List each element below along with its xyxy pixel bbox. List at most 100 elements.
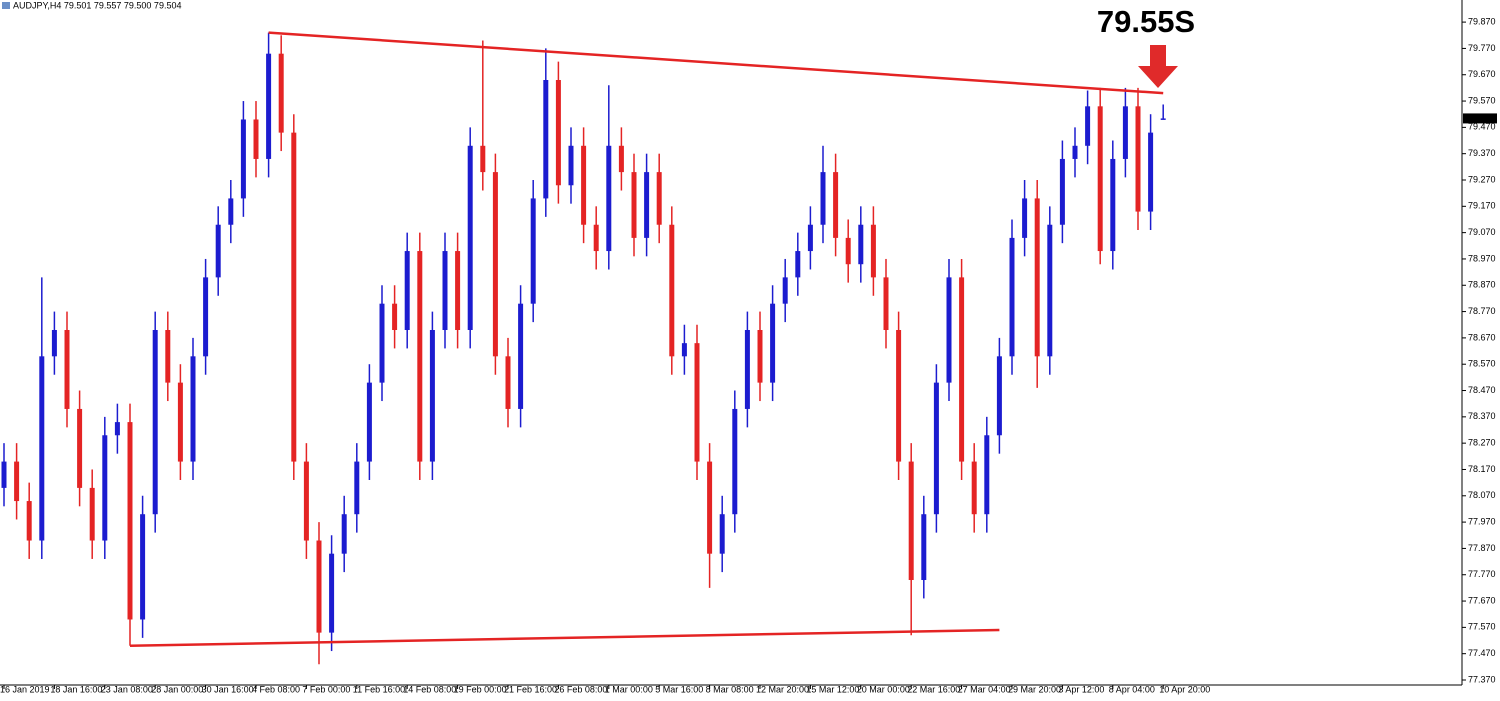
- candle-body: [959, 277, 965, 462]
- candle-body: [1059, 158, 1065, 225]
- candle-body: [190, 356, 196, 462]
- candle-body: [366, 382, 372, 462]
- candle-body: [933, 382, 939, 515]
- candle-body: [1009, 237, 1015, 357]
- candle-body: [51, 330, 57, 357]
- candle-body: [681, 343, 687, 357]
- candle-body: [417, 251, 423, 462]
- candle-body: [1, 461, 7, 488]
- x-tick-label: 21 Feb 16:00: [504, 684, 557, 694]
- candle-body: [455, 251, 461, 330]
- candle-body: [341, 514, 347, 554]
- candle-body: [996, 356, 1002, 436]
- candle-body: [883, 277, 889, 330]
- x-tick-label: 15 Mar 12:00: [806, 684, 859, 694]
- candle-body: [732, 408, 738, 515]
- candle-body: [253, 119, 259, 159]
- y-tick-label: 79.670: [1468, 69, 1496, 79]
- candle-body: [782, 277, 788, 304]
- candle-body: [593, 224, 599, 252]
- y-tick-label: 79.870: [1468, 16, 1496, 26]
- candle-body: [1085, 106, 1091, 146]
- candle-body: [543, 80, 549, 199]
- candle-body: [240, 119, 246, 199]
- y-tick-label: 77.570: [1468, 622, 1496, 632]
- y-tick-label: 77.970: [1468, 516, 1496, 526]
- y-tick-label: 79.570: [1468, 95, 1496, 105]
- candle-body: [404, 251, 410, 330]
- candle-body: [203, 277, 209, 357]
- candle-body: [102, 435, 108, 541]
- candle-body: [392, 303, 398, 330]
- candle-body: [379, 303, 385, 383]
- candle-body: [833, 172, 839, 238]
- x-tick-label: 7 Feb 00:00: [302, 684, 350, 694]
- y-tick-label: 78.170: [1468, 464, 1496, 474]
- candle-body: [744, 330, 750, 409]
- x-tick-label: 30 Jan 16:00: [202, 684, 254, 694]
- y-tick-label: 77.670: [1468, 595, 1496, 605]
- candle-body: [1122, 106, 1128, 159]
- y-tick-label: 78.070: [1468, 490, 1496, 500]
- candle-body: [165, 330, 171, 383]
- candle-body: [1135, 106, 1141, 212]
- x-tick-label: 8 Mar 08:00: [706, 684, 754, 694]
- y-tick-label: 79.270: [1468, 174, 1496, 184]
- x-tick-label: 22 Mar 16:00: [907, 684, 960, 694]
- arrow: [1138, 45, 1178, 88]
- candle-body: [291, 132, 297, 462]
- candle-body: [644, 172, 650, 238]
- candle-body: [870, 224, 876, 278]
- candle-body: [606, 145, 612, 252]
- candle-body: [316, 540, 322, 633]
- candle-body: [354, 461, 360, 515]
- y-tick-label: 78.870: [1468, 280, 1496, 290]
- candle-body: [820, 172, 826, 225]
- trendline: [129, 628, 1000, 648]
- candle-body: [14, 461, 20, 502]
- x-tick-label: 10 Apr 20:00: [1159, 684, 1210, 694]
- candle-body: [480, 145, 486, 173]
- candle-body: [1022, 198, 1028, 238]
- candle-body: [140, 514, 146, 620]
- candle-body: [329, 553, 335, 633]
- candle-body: [845, 237, 851, 265]
- candle-body: [177, 382, 183, 462]
- annotation: 79.55S: [1097, 4, 1195, 39]
- candle-body: [89, 487, 95, 541]
- y-tick-label: 78.970: [1468, 253, 1496, 263]
- candle-body: [984, 435, 990, 515]
- candle-body: [505, 356, 511, 409]
- x-tick-label: 4 Feb 08:00: [252, 684, 300, 694]
- candle-body: [266, 53, 272, 159]
- candle-body: [1047, 224, 1053, 357]
- y-tick-label: 78.670: [1468, 332, 1496, 342]
- candle-body: [807, 224, 813, 252]
- y-tick-label: 78.470: [1468, 385, 1496, 395]
- candle-body: [568, 145, 574, 186]
- x-tick-label: 27 Mar 04:00: [958, 684, 1011, 694]
- y-tick-label: 77.770: [1468, 569, 1496, 579]
- candle-body: [77, 408, 83, 488]
- candle-body: [467, 145, 473, 330]
- candle-body: [228, 198, 234, 225]
- y-tick-label: 78.270: [1468, 438, 1496, 448]
- candle-body: [1072, 145, 1078, 159]
- candle-body: [127, 422, 133, 620]
- x-tick-label: 19 Feb 00:00: [454, 684, 507, 694]
- y-tick-label: 78.770: [1468, 306, 1496, 316]
- symbol-icon: [2, 2, 10, 9]
- candle-body: [581, 145, 587, 225]
- x-tick-label: 29 Mar 20:00: [1008, 684, 1061, 694]
- y-tick-label: 79.470: [1468, 122, 1496, 132]
- candle-body: [492, 172, 498, 357]
- x-tick-label: 18 Jan 16:00: [50, 684, 102, 694]
- x-tick-label: 16 Jan 2019: [0, 684, 50, 694]
- candle-body: [770, 303, 776, 383]
- x-tick-label: 14 Feb 08:00: [403, 684, 456, 694]
- candle-body: [921, 514, 927, 580]
- candle-body: [971, 461, 977, 515]
- candle-body: [694, 343, 700, 462]
